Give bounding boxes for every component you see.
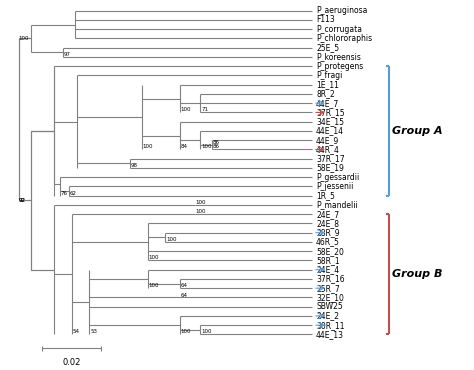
Text: 34E_15: 34E_15 xyxy=(316,117,344,126)
Text: P_mandelii: P_mandelii xyxy=(316,201,358,209)
Text: 28R_9: 28R_9 xyxy=(316,228,340,237)
Text: P_chlororaphis: P_chlororaphis xyxy=(316,34,372,43)
Text: 44E_7: 44E_7 xyxy=(316,99,339,108)
Text: 100: 100 xyxy=(166,237,177,242)
Text: SBW25: SBW25 xyxy=(316,302,343,311)
Text: 86: 86 xyxy=(213,144,220,149)
Text: 8R_2: 8R_2 xyxy=(316,90,335,98)
Text: 100: 100 xyxy=(149,283,159,288)
Text: 92: 92 xyxy=(18,198,26,203)
Text: 53: 53 xyxy=(90,329,97,334)
Text: 44R_4: 44R_4 xyxy=(316,145,340,154)
Text: 24E_2: 24E_2 xyxy=(316,312,339,320)
Text: 58E_19: 58E_19 xyxy=(316,164,344,172)
Text: 58R_1: 58R_1 xyxy=(316,256,340,265)
Text: 44E_9: 44E_9 xyxy=(316,136,339,145)
Text: 44E_13: 44E_13 xyxy=(316,330,344,339)
Text: 76: 76 xyxy=(61,191,68,196)
Text: 30R_11: 30R_11 xyxy=(316,321,345,330)
Text: F113: F113 xyxy=(316,16,335,24)
Text: P_corrugata: P_corrugata xyxy=(316,25,362,34)
Text: 100: 100 xyxy=(181,107,191,112)
Text: 64: 64 xyxy=(181,293,188,298)
Text: 0.02: 0.02 xyxy=(63,357,81,367)
Text: 24E_7: 24E_7 xyxy=(316,210,339,219)
Text: P_gessardii: P_gessardii xyxy=(316,173,359,182)
Text: 32E_10: 32E_10 xyxy=(316,293,344,302)
Text: 25R_7: 25R_7 xyxy=(316,284,340,293)
Text: 100: 100 xyxy=(195,209,206,214)
Text: 58E_20: 58E_20 xyxy=(316,247,344,256)
Text: 92: 92 xyxy=(18,198,26,203)
Text: 100: 100 xyxy=(143,144,153,149)
Text: 97: 97 xyxy=(64,52,71,57)
Text: 86: 86 xyxy=(213,140,220,145)
Text: 100: 100 xyxy=(18,36,29,41)
Text: 37R_17: 37R_17 xyxy=(316,154,345,163)
Text: 100: 100 xyxy=(201,329,212,334)
Text: 46R_5: 46R_5 xyxy=(316,238,340,246)
Text: 24E_4: 24E_4 xyxy=(316,265,339,274)
Text: P_fragi: P_fragi xyxy=(316,71,342,80)
Text: 62: 62 xyxy=(70,191,77,196)
Text: 100: 100 xyxy=(181,329,191,334)
Text: 25E_5: 25E_5 xyxy=(316,43,339,52)
Text: 1R_5: 1R_5 xyxy=(316,191,335,200)
Text: P_aeruginosa: P_aeruginosa xyxy=(316,6,367,15)
Text: 98: 98 xyxy=(131,163,138,168)
Text: P_jessenii: P_jessenii xyxy=(316,182,354,191)
Text: 44E_14: 44E_14 xyxy=(316,127,344,135)
Text: 100: 100 xyxy=(195,200,206,205)
Text: 1E_11: 1E_11 xyxy=(316,80,339,89)
Text: Group A: Group A xyxy=(392,126,443,136)
Text: 24E_8: 24E_8 xyxy=(316,219,339,228)
Text: Group B: Group B xyxy=(392,269,443,279)
Text: 100: 100 xyxy=(201,144,212,149)
Text: 71: 71 xyxy=(201,107,208,112)
Text: 37R_15: 37R_15 xyxy=(316,108,345,117)
Text: 84: 84 xyxy=(181,144,188,149)
Text: 64: 64 xyxy=(181,283,188,288)
Text: P_protegens: P_protegens xyxy=(316,62,363,71)
Text: P_koreensis: P_koreensis xyxy=(316,53,361,61)
Text: 100: 100 xyxy=(149,255,159,260)
Text: 37R_16: 37R_16 xyxy=(316,275,345,283)
Text: 54: 54 xyxy=(73,329,80,334)
